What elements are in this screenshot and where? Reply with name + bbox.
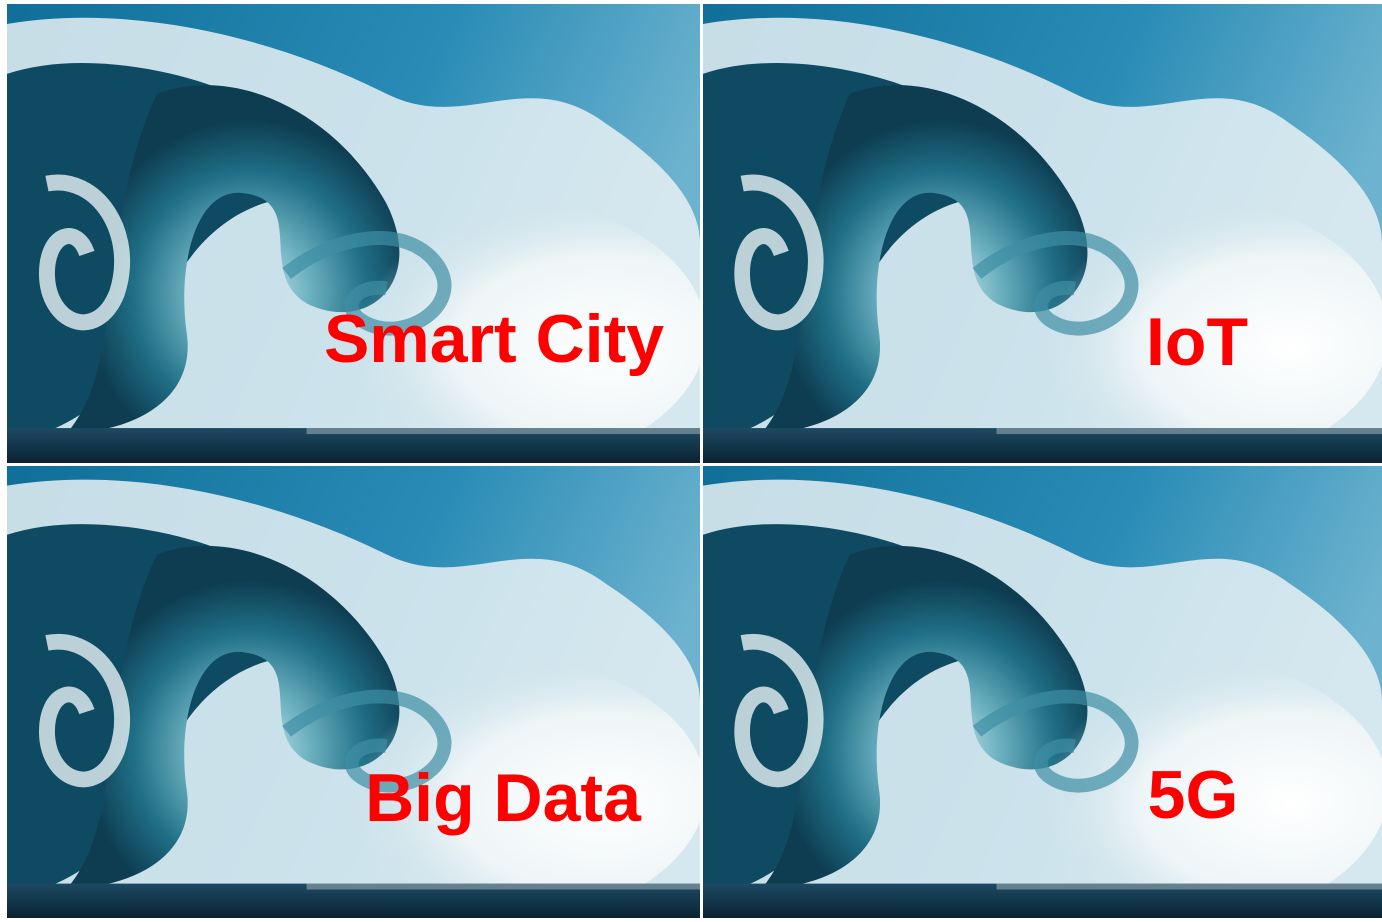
- wave-tile: Big Data: [7, 466, 700, 918]
- wave-photo: [7, 466, 700, 918]
- tile-label: Big Data: [365, 760, 642, 836]
- tile-label: 5G: [1148, 757, 1239, 833]
- wave-tile: Smart City: [7, 4, 700, 463]
- tile-label: Smart City: [324, 301, 664, 377]
- wave-tile: IoT: [703, 4, 1382, 463]
- wave-photo: [703, 4, 1382, 463]
- wave-photo: [703, 466, 1382, 918]
- wave-photo: [7, 4, 700, 463]
- wave-tile: 5G: [703, 466, 1382, 918]
- tile-label: IoT: [1146, 304, 1248, 380]
- photo-grid: Smart City IoT Big Data 5G: [0, 0, 1382, 922]
